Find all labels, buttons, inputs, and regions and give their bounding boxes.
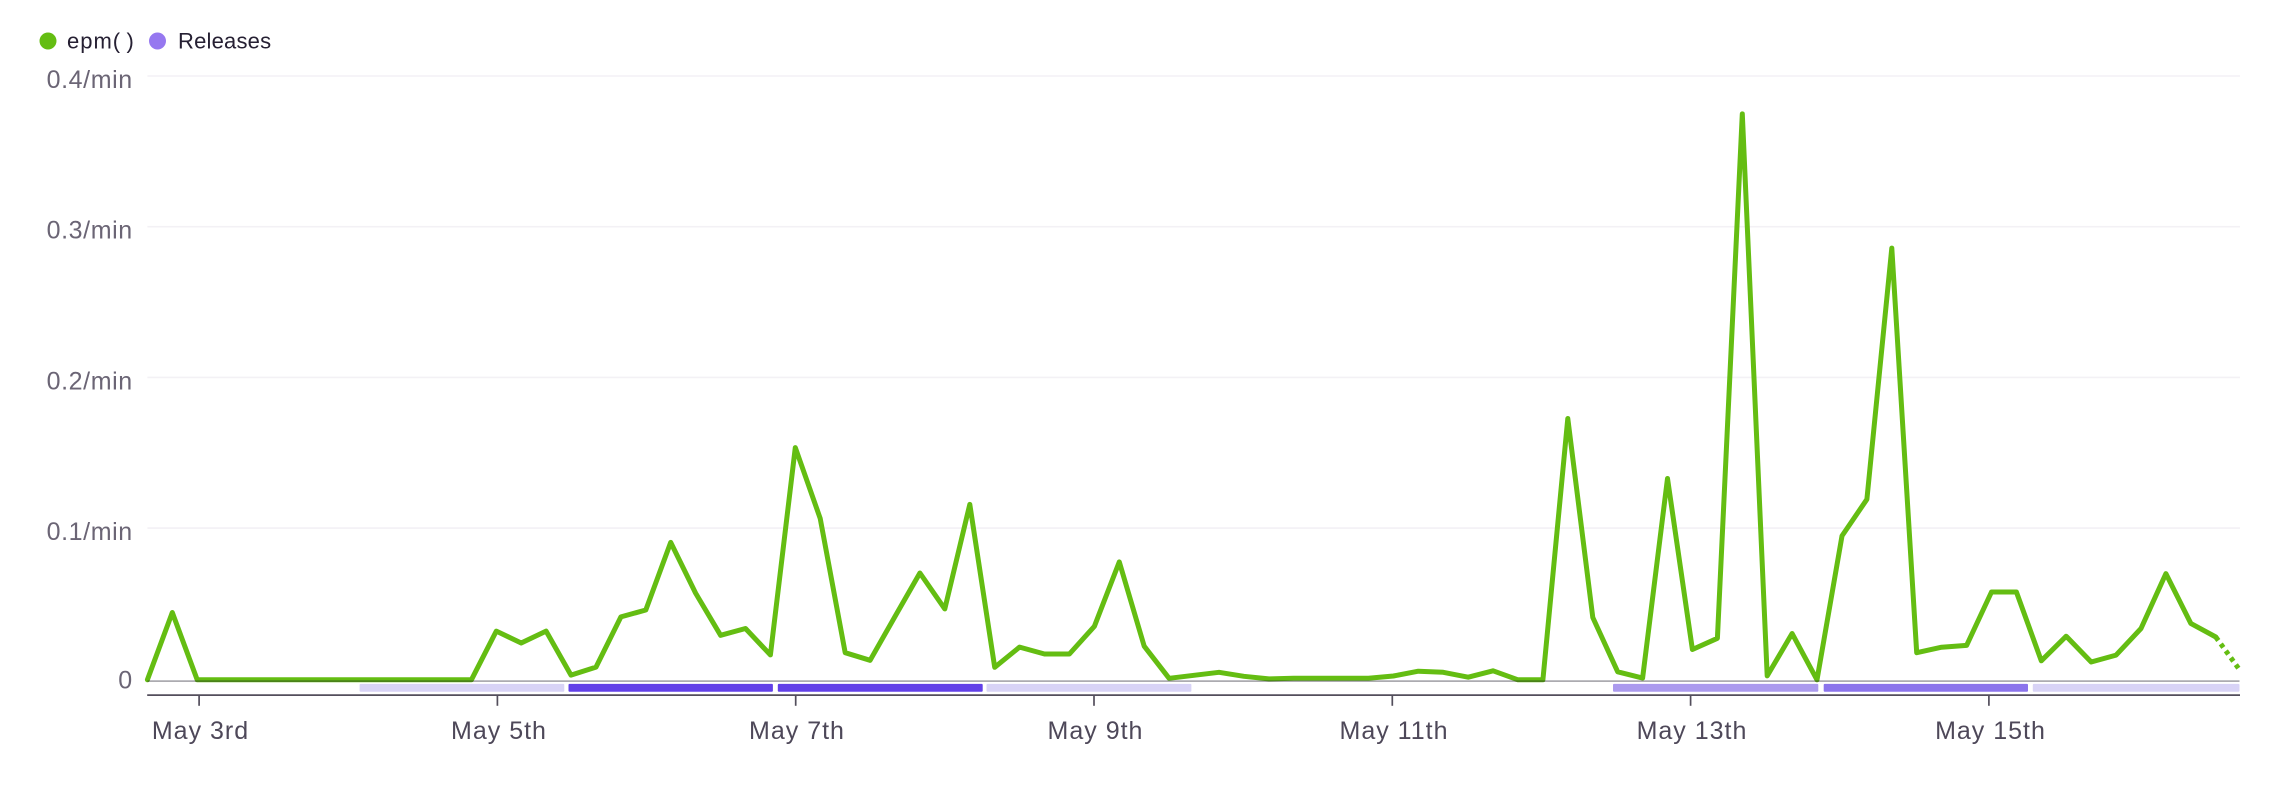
svg-text:May 13th: May 13th xyxy=(1637,717,1748,745)
svg-text:May 15th: May 15th xyxy=(1935,717,2046,745)
svg-text:0.1/min: 0.1/min xyxy=(47,518,133,546)
svg-text:0.3/min: 0.3/min xyxy=(47,217,133,245)
svg-text:May 5th: May 5th xyxy=(451,717,547,745)
svg-text:Releases: Releases xyxy=(178,29,271,54)
svg-text:0.4/min: 0.4/min xyxy=(47,66,133,94)
svg-text:0.2/min: 0.2/min xyxy=(47,367,133,395)
svg-text:0: 0 xyxy=(118,667,133,695)
svg-text:May 7th: May 7th xyxy=(749,717,845,745)
svg-text:May 3rd: May 3rd xyxy=(152,717,249,745)
svg-text:May 11th: May 11th xyxy=(1340,717,1449,745)
svg-text:May 9th: May 9th xyxy=(1048,717,1144,745)
svg-text:epm( ): epm( ) xyxy=(67,29,135,54)
